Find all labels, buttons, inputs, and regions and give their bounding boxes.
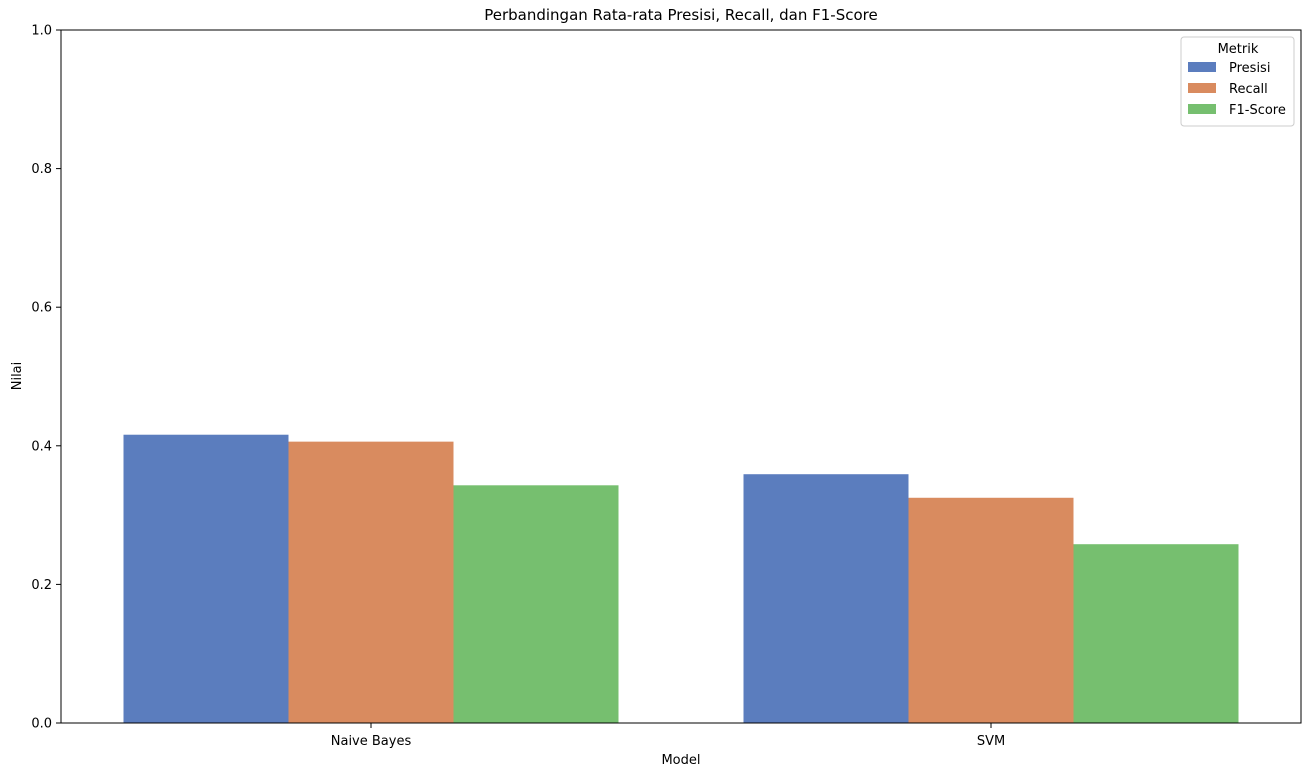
y-tick-label: 0.8 xyxy=(31,162,52,177)
x-axis-ticks: Naive Bayes SVM xyxy=(331,723,1005,749)
bar-f1-score-svm xyxy=(1073,544,1239,723)
chart-title: Perbandingan Rata-rata Presisi, Recall, … xyxy=(484,6,878,24)
legend-label: Presisi xyxy=(1229,61,1270,76)
y-tick-label: 0.4 xyxy=(31,439,52,454)
x-tick-label: Naive Bayes xyxy=(331,734,412,749)
bars-group xyxy=(123,434,1239,723)
legend-label: F1-Score xyxy=(1229,103,1286,118)
legend-swatch xyxy=(1188,83,1216,93)
x-tick-label: SVM xyxy=(977,734,1005,749)
plot-frame xyxy=(60,29,1302,724)
legend-swatch xyxy=(1188,104,1216,114)
legend-box xyxy=(1180,36,1295,127)
y-tick-label: 1.0 xyxy=(31,24,52,39)
legend-label: Recall xyxy=(1229,82,1268,97)
y-tick-label: 0.0 xyxy=(31,717,52,732)
bar-f1-score-naive-bayes xyxy=(453,485,619,723)
y-tick-label: 0.2 xyxy=(31,578,52,593)
x-axis-title: Model xyxy=(661,753,700,768)
y-axis-title: Nilai xyxy=(10,362,25,391)
bar-presisi-svm xyxy=(743,474,909,723)
bar-recall-naive-bayes xyxy=(288,441,454,723)
bar-presisi-naive-bayes xyxy=(123,434,289,723)
y-tick-label: 0.6 xyxy=(31,301,52,316)
legend: Metrik Presisi Recall F1-Score xyxy=(1180,36,1295,127)
legend-swatch xyxy=(1188,62,1216,72)
y-axis-ticks: 0.0 0.2 0.4 0.6 0.8 1.0 xyxy=(31,24,61,732)
legend-title: Metrik xyxy=(1218,42,1259,57)
bar-recall-svm xyxy=(908,497,1074,723)
